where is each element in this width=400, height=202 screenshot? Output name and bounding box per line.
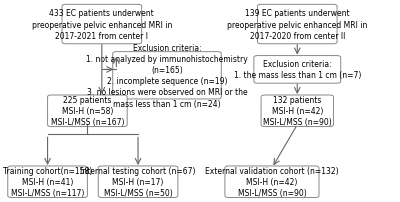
Text: Internal testing cohort (n=67)
MSI-H (n=17)
MSI-L/MSS (n=50): Internal testing cohort (n=67) MSI-H (n=… [80, 166, 196, 197]
Text: 225 patients
MSI-H (n=58)
MSI-L/MSS (n=167): 225 patients MSI-H (n=58) MSI-L/MSS (n=1… [51, 96, 124, 127]
FancyBboxPatch shape [62, 5, 142, 44]
FancyBboxPatch shape [225, 166, 319, 198]
FancyBboxPatch shape [98, 166, 178, 198]
FancyBboxPatch shape [8, 166, 87, 198]
Text: 139 EC patients underwent
preoperative pelvic enhanced MRI in
2017-2020 from cen: 139 EC patients underwent preoperative p… [227, 9, 368, 40]
FancyBboxPatch shape [254, 56, 341, 84]
FancyBboxPatch shape [48, 96, 127, 127]
Text: 132 patients
MSI-H (n=42)
MSI-L/MSS (n=90): 132 patients MSI-H (n=42) MSI-L/MSS (n=9… [263, 96, 332, 127]
Text: Exclusion criteria:
1. not analyzed by immunohistochemistry
(n=165)
2. incomplet: Exclusion criteria: 1. not analyzed by i… [86, 44, 248, 108]
FancyBboxPatch shape [113, 52, 221, 99]
Text: Training cohort(n=158)
MSI-H (n=41)
MSI-L/MSS (n=117): Training cohort(n=158) MSI-H (n=41) MSI-… [3, 166, 92, 197]
FancyBboxPatch shape [261, 96, 334, 127]
FancyBboxPatch shape [258, 5, 337, 44]
Text: 433 EC patients underwent
preoperative pelvic enhanced MRI in
2017-2021 from cen: 433 EC patients underwent preoperative p… [32, 9, 172, 40]
Text: External validation cohort (n=132)
MSI-H (n=42)
MSI-L/MSS (n=90): External validation cohort (n=132) MSI-H… [205, 166, 339, 197]
Text: Exclusion criteria:
1. the mass less than 1 cm (n=7): Exclusion criteria: 1. the mass less tha… [234, 60, 361, 80]
